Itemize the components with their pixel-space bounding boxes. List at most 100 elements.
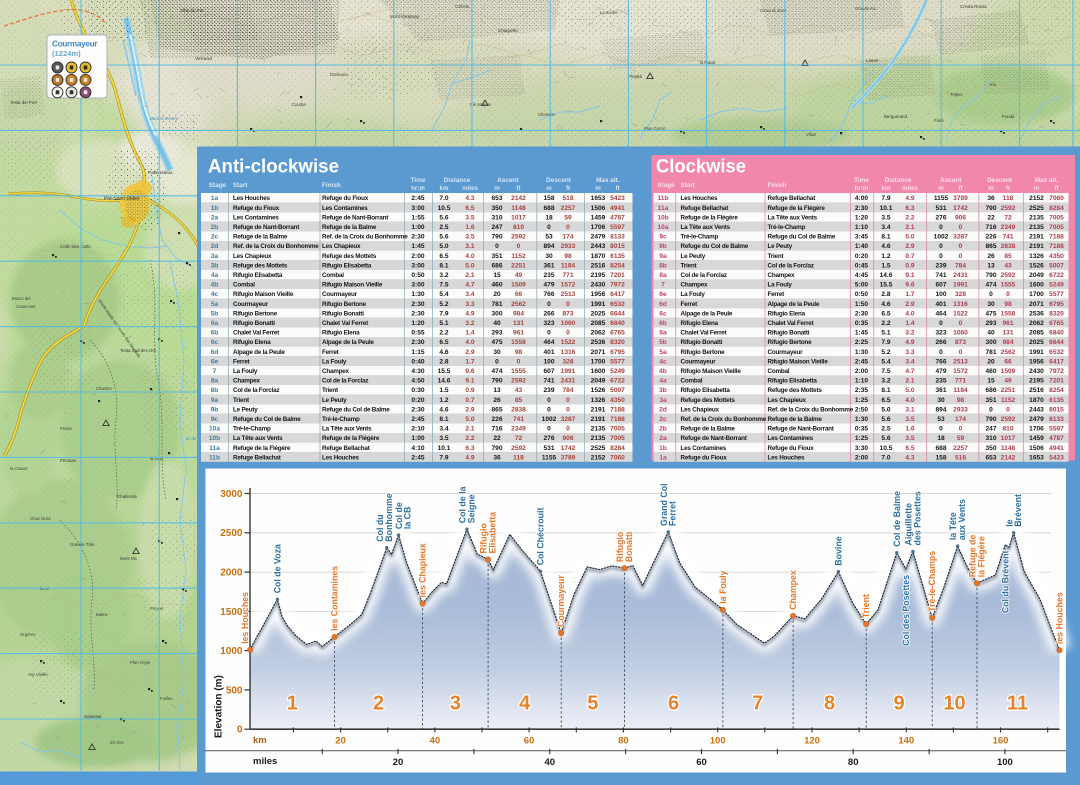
svg-text:10.1: 10.1	[438, 445, 451, 452]
svg-text:226: 226	[491, 416, 502, 423]
svg-text:771: 771	[562, 272, 573, 279]
svg-text:Courmayeur: Courmayeur	[768, 349, 804, 356]
svg-text:3.1: 3.1	[465, 243, 474, 250]
svg-text:3789: 3789	[953, 195, 968, 202]
svg-text:49: 49	[1004, 378, 1012, 385]
svg-text:2:00: 2:00	[855, 454, 869, 461]
svg-text:6.3: 6.3	[465, 445, 474, 452]
svg-text:9b: 9b	[659, 243, 667, 250]
svg-text:1555: 1555	[1001, 282, 1016, 289]
svg-text:Col de la Forclaz: Col de la Forclaz	[768, 262, 814, 269]
svg-text:Brévent: Brévent	[1013, 494, 1023, 527]
svg-text:5b: 5b	[659, 339, 667, 346]
svg-text:653: 653	[491, 195, 502, 202]
svg-text:m: m	[546, 185, 552, 192]
svg-text:4c: 4c	[211, 291, 219, 298]
svg-text:5249: 5249	[610, 368, 625, 375]
svg-text:Les Chapieux: Les Chapieux	[768, 397, 807, 404]
svg-text:Alpage de la Peule: Alpage de la Peule	[233, 349, 285, 356]
svg-text:10b: 10b	[209, 435, 220, 442]
svg-text:Champex: Champex	[681, 282, 709, 289]
svg-text:1:20: 1:20	[855, 214, 869, 221]
svg-text:2562: 2562	[1001, 349, 1016, 356]
svg-text:4.7: 4.7	[905, 368, 914, 375]
svg-text:1459: 1459	[591, 214, 606, 221]
svg-text:1152: 1152	[1001, 397, 1016, 404]
svg-text:1506: 1506	[1029, 445, 1044, 452]
svg-text:59: 59	[564, 214, 572, 221]
svg-text:1522: 1522	[561, 339, 576, 346]
svg-text:2:35: 2:35	[855, 387, 869, 394]
svg-text:784: 784	[955, 262, 966, 269]
svg-text:1.7: 1.7	[465, 358, 474, 365]
svg-text:2:45: 2:45	[411, 416, 425, 423]
svg-text:Max alt.: Max alt.	[596, 177, 620, 184]
svg-text:4.3: 4.3	[905, 454, 914, 461]
svg-text:607: 607	[543, 368, 554, 375]
svg-text:2.9: 2.9	[905, 301, 914, 308]
svg-text:0:45: 0:45	[855, 262, 869, 269]
svg-text:20: 20	[987, 358, 995, 365]
svg-text:Rifugio Elisabetta: Rifugio Elisabetta	[322, 262, 372, 269]
svg-text:ft: ft	[516, 185, 520, 192]
svg-text:4.0: 4.0	[465, 339, 474, 346]
svg-text:Refuge de la Balme: Refuge de la Balme	[322, 224, 377, 231]
svg-text:3.1: 3.1	[905, 406, 914, 413]
svg-text:Refuge du Col de Balme: Refuge du Col de Balme	[768, 234, 836, 241]
svg-text:Le Peuty: Le Peuty	[681, 253, 706, 260]
svg-text:9.6: 9.6	[465, 368, 474, 375]
svg-text:Les Chapieux: Les Chapieux	[681, 406, 720, 413]
svg-text:6417: 6417	[610, 291, 625, 298]
svg-text:2071: 2071	[591, 349, 606, 356]
svg-text:6.3: 6.3	[905, 205, 914, 212]
svg-text:Ferret: Ferret	[768, 291, 786, 298]
svg-text:2.1: 2.1	[905, 378, 914, 385]
svg-text:11a: 11a	[658, 205, 669, 212]
svg-text:686: 686	[491, 262, 502, 269]
svg-text:0: 0	[547, 301, 551, 308]
svg-text:m: m	[1034, 185, 1040, 192]
svg-text:2:30: 2:30	[855, 310, 869, 317]
svg-text:4c: 4c	[659, 358, 667, 365]
svg-text:0:55: 0:55	[411, 330, 425, 337]
svg-text:8.1: 8.1	[439, 262, 448, 269]
svg-text:475: 475	[491, 339, 502, 346]
svg-text:2:45: 2:45	[855, 358, 869, 365]
svg-text:4.0: 4.0	[905, 397, 914, 404]
svg-text:1060: 1060	[561, 320, 576, 327]
svg-text:5.0: 5.0	[465, 262, 474, 269]
svg-text:2a: 2a	[659, 435, 667, 442]
svg-text:miles: miles	[902, 185, 918, 192]
svg-text:10a: 10a	[209, 426, 220, 433]
svg-text:3.5: 3.5	[905, 416, 914, 423]
svg-text:Rifugio Elena: Rifugio Elena	[233, 339, 271, 346]
svg-text:6e: 6e	[659, 291, 667, 298]
svg-text:hr:m: hr:m	[411, 185, 425, 192]
svg-text:2592: 2592	[511, 378, 526, 385]
svg-text:3000: 3000	[220, 489, 243, 500]
svg-text:781: 781	[985, 349, 996, 356]
svg-text:2479: 2479	[1029, 416, 1044, 423]
svg-text:85: 85	[1004, 253, 1012, 260]
svg-text:1002: 1002	[934, 234, 949, 241]
svg-text:2:00: 2:00	[411, 253, 425, 260]
svg-text:984: 984	[1002, 339, 1013, 346]
svg-text:1500: 1500	[220, 607, 243, 618]
svg-text:2:45: 2:45	[411, 454, 425, 461]
svg-text:Refuge de Nant-Borrant: Refuge de Nant-Borrant	[233, 224, 300, 231]
svg-text:2b: 2b	[659, 426, 667, 433]
svg-text:2.2: 2.2	[439, 330, 448, 337]
svg-text:1152: 1152	[511, 253, 526, 260]
svg-text:des Posettes: des Posettes	[912, 491, 922, 545]
svg-text:2135: 2135	[1029, 224, 1044, 231]
svg-text:Refuge de la Flégère: Refuge de la Flégère	[768, 205, 826, 212]
svg-text:30: 30	[937, 397, 945, 404]
svg-text:Refuge de la Balme: Refuge de la Balme	[768, 416, 823, 423]
svg-text:2:45: 2:45	[411, 195, 425, 202]
svg-text:8133: 8133	[610, 234, 625, 241]
svg-text:688: 688	[543, 205, 554, 212]
svg-text:miles: miles	[462, 185, 478, 192]
svg-text:Stage: Stage	[657, 182, 675, 189]
svg-text:15.5: 15.5	[880, 282, 893, 289]
svg-text:3a: 3a	[211, 253, 219, 260]
